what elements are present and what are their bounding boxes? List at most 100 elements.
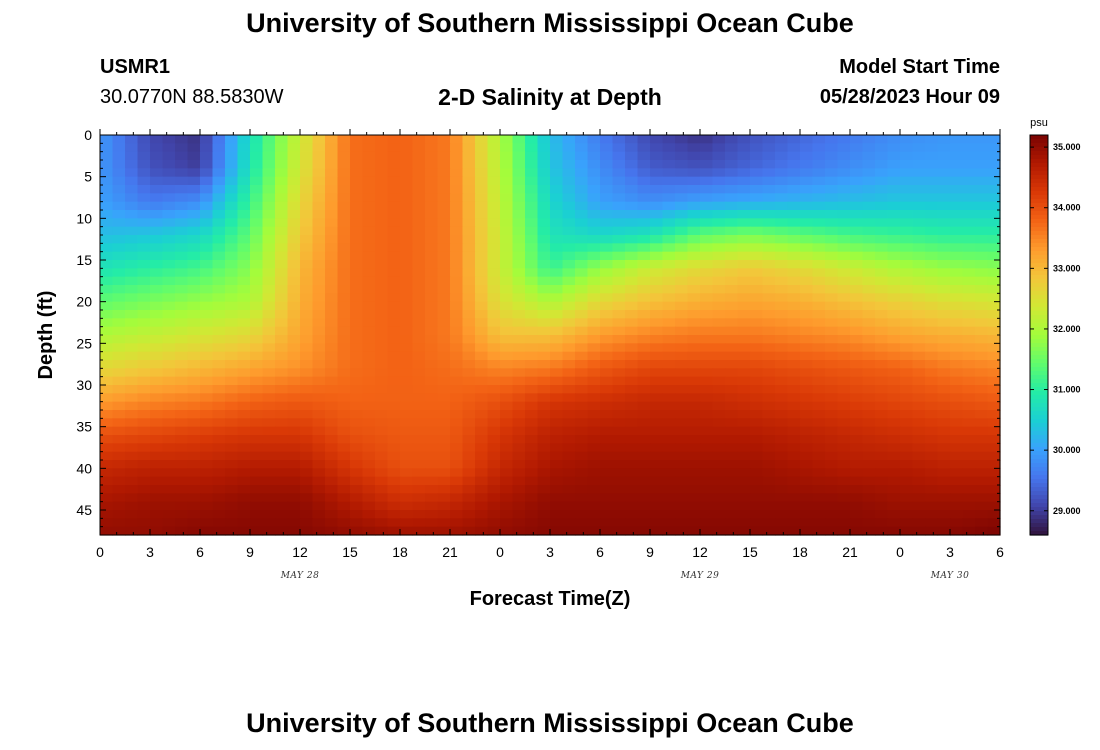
colorbar-swatch <box>1030 335 1048 340</box>
heatmap-cell <box>400 268 414 278</box>
heatmap-cell <box>587 251 601 261</box>
heatmap-cell <box>162 393 176 403</box>
heatmap-cell <box>575 418 589 428</box>
heatmap-cell <box>262 426 276 436</box>
heatmap-cell <box>500 160 514 169</box>
heatmap-cell <box>600 351 614 361</box>
heatmap-cell <box>575 260 589 269</box>
heatmap-cell <box>787 210 801 219</box>
heatmap-cell <box>287 268 301 278</box>
heatmap-cell <box>425 368 439 378</box>
heatmap-cell <box>300 510 314 519</box>
heatmap-cell <box>162 435 176 444</box>
heatmap-cell <box>862 151 876 161</box>
heatmap-cell <box>837 301 851 311</box>
heatmap-cell <box>250 218 264 228</box>
heatmap-cell <box>387 293 401 303</box>
heatmap-cell <box>212 510 226 519</box>
y-tick-label: 45 <box>76 502 92 518</box>
heatmap-cell <box>350 251 364 261</box>
heatmap-cell <box>862 368 876 378</box>
heatmap-cell <box>550 160 564 169</box>
heatmap-cell <box>137 260 151 269</box>
heatmap-cell <box>212 285 226 294</box>
heatmap-cell <box>687 193 701 203</box>
heatmap-cell <box>737 418 751 428</box>
heatmap-cell <box>625 251 639 261</box>
heatmap-cell <box>937 201 951 211</box>
heatmap-cell <box>787 393 801 403</box>
heatmap-cell <box>350 143 364 153</box>
heatmap-cell <box>500 443 514 453</box>
heatmap-cell <box>100 468 114 478</box>
heatmap-cell <box>875 201 889 211</box>
heatmap-cell <box>112 493 126 503</box>
heatmap-cell <box>712 276 726 286</box>
heatmap-cell <box>150 151 164 161</box>
heatmap-cell <box>962 318 976 328</box>
heatmap-cell <box>525 151 539 161</box>
heatmap-cell <box>200 385 214 394</box>
heatmap-cell <box>912 410 926 419</box>
heatmap-cell <box>275 193 289 203</box>
heatmap-cell <box>925 443 939 453</box>
heatmap-cell <box>262 260 276 269</box>
heatmap-cell <box>587 368 601 378</box>
heatmap-cell <box>487 318 501 328</box>
heatmap-cell <box>400 376 414 386</box>
heatmap-cell <box>712 326 726 336</box>
heatmap-cell <box>725 143 739 153</box>
heatmap-cell <box>587 401 601 411</box>
heatmap-cell <box>175 485 189 494</box>
heatmap-cell <box>300 393 314 403</box>
heatmap-cell <box>712 143 726 153</box>
heatmap-cell <box>500 476 514 486</box>
heatmap-cell <box>900 443 914 453</box>
heatmap-cell <box>975 451 989 461</box>
heatmap-cell <box>400 210 414 219</box>
heatmap-cell <box>862 468 876 478</box>
heatmap-cell <box>250 485 264 494</box>
heatmap-cell <box>812 268 826 278</box>
heatmap-cell <box>212 426 226 436</box>
heatmap-cell <box>875 160 889 169</box>
heatmap-cell <box>675 176 689 186</box>
heatmap-cell <box>350 326 364 336</box>
heatmap-cell <box>112 168 126 178</box>
heatmap-cell <box>987 460 1001 469</box>
heatmap-cell <box>575 310 589 319</box>
heatmap-cell <box>887 326 901 336</box>
heatmap-cell <box>600 160 614 169</box>
heatmap-cell <box>400 276 414 286</box>
heatmap-cell <box>250 351 264 361</box>
heatmap-cell <box>550 268 564 278</box>
heatmap-cell <box>437 168 451 178</box>
heatmap-cell <box>125 451 139 461</box>
heatmap-cell <box>737 301 751 311</box>
heatmap-cell <box>625 476 639 486</box>
heatmap-cell <box>925 185 939 194</box>
heatmap-cell <box>162 468 176 478</box>
heatmap-cell <box>687 301 701 311</box>
heatmap-cell <box>350 176 364 186</box>
heatmap-cell <box>237 135 251 144</box>
heatmap-cell <box>362 268 376 278</box>
heatmap-cell <box>350 151 364 161</box>
heatmap-cell <box>662 268 676 278</box>
heatmap-cell <box>250 510 264 519</box>
heatmap-cell <box>562 326 576 336</box>
heatmap-cell <box>537 160 551 169</box>
heatmap-cell <box>112 260 126 269</box>
colorbar-tick-label: 30.000 <box>1053 445 1081 455</box>
heatmap-cell <box>650 135 664 144</box>
heatmap-cell <box>600 185 614 194</box>
heatmap-cell <box>600 168 614 178</box>
heatmap-cell <box>862 260 876 269</box>
heatmap-cell <box>625 276 639 286</box>
heatmap-cell <box>712 526 726 536</box>
heatmap-cell <box>575 226 589 236</box>
heatmap-cell <box>487 226 501 236</box>
heatmap-cell <box>512 418 526 428</box>
heatmap-cell <box>975 485 989 494</box>
heatmap-cell <box>275 176 289 186</box>
